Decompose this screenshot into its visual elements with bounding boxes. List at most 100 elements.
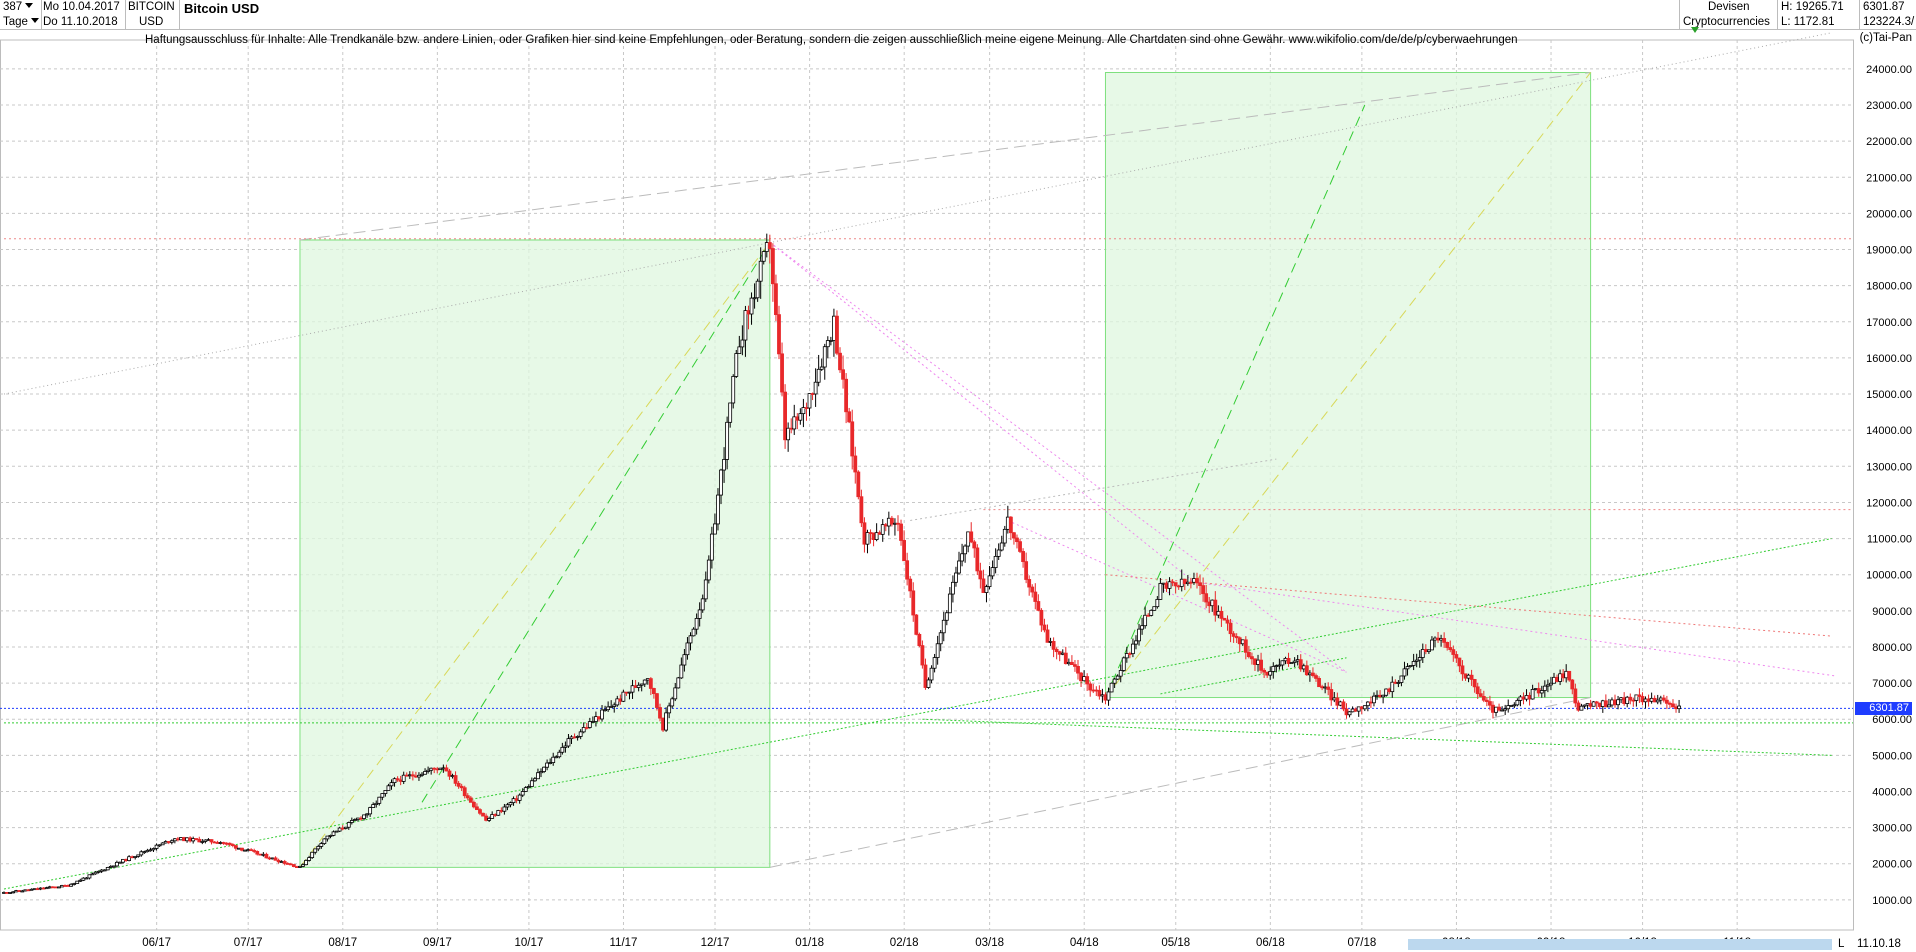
candle-body <box>465 795 470 799</box>
candle-body <box>609 706 614 708</box>
candle-body <box>606 706 611 711</box>
header-title-cell: Bitcoin USD <box>180 0 1680 30</box>
candle-body <box>1454 654 1459 659</box>
date-from[interactable]: Mo 10.04.2017 <box>43 1 120 13</box>
channel-line <box>299 71 1591 241</box>
candle-body <box>215 842 220 844</box>
candle-body <box>2 892 6 894</box>
candle-body <box>47 886 52 889</box>
candle-body <box>1475 686 1480 695</box>
candle-body <box>600 709 604 720</box>
candle-body <box>1378 694 1382 698</box>
candle-body <box>1356 706 1361 712</box>
candle-body <box>127 856 131 861</box>
candle-body <box>725 421 730 460</box>
candle-body <box>557 751 562 758</box>
candle-body <box>334 830 339 833</box>
candle-body <box>960 553 964 562</box>
candle-body <box>1231 633 1236 637</box>
candle-body <box>847 411 852 423</box>
candle-body <box>1124 653 1129 659</box>
candle-body <box>667 705 672 714</box>
candle-body <box>261 853 266 856</box>
candle-body <box>1210 599 1215 607</box>
x-tick-label: 10/17 <box>515 937 544 949</box>
chevron-down-icon[interactable] <box>30 18 39 23</box>
candle-body <box>722 459 726 471</box>
candle-body <box>346 822 351 828</box>
date-to[interactable]: Do 11.10.2018 <box>43 16 118 28</box>
candle-body <box>438 767 443 771</box>
header-symbol-cell[interactable]: BITCOIN USD <box>126 0 180 30</box>
candle-body <box>429 767 434 771</box>
candle-body <box>1451 649 1456 655</box>
period-select[interactable]: Tage <box>3 16 28 28</box>
candle-body <box>770 248 775 285</box>
chevron-down-icon[interactable] <box>25 3 34 8</box>
candle-body <box>661 717 665 731</box>
candle-body <box>1677 705 1681 710</box>
channel-line <box>910 458 1277 521</box>
candle-body <box>230 844 235 846</box>
y-tick-label: 3000.00 <box>1872 823 1912 835</box>
candle-body <box>1158 583 1163 600</box>
candle-body <box>182 837 186 842</box>
candle-body <box>1616 699 1620 706</box>
time-scrollbar[interactable] <box>1408 939 1832 950</box>
candle-body <box>1237 637 1242 645</box>
candle-body <box>81 877 86 881</box>
candle-body <box>1222 617 1227 621</box>
high-value: H: 19265.71 <box>1781 1 1844 13</box>
candle-body <box>780 353 784 393</box>
candle-body <box>1240 639 1245 645</box>
candle-body <box>981 578 986 593</box>
candle-body <box>1088 683 1093 691</box>
candle-body <box>923 664 928 688</box>
candle-body <box>1262 669 1267 673</box>
candle-body <box>1539 690 1544 694</box>
candle-body <box>1173 582 1178 587</box>
candle-body <box>874 532 879 540</box>
candle-body <box>1304 665 1309 676</box>
candle-body <box>758 260 763 282</box>
scroll-end-button[interactable]: L <box>1838 938 1845 950</box>
candle-body <box>307 857 312 861</box>
candle-body <box>270 857 275 860</box>
candle-body <box>1338 701 1343 706</box>
candle-body <box>1246 651 1251 658</box>
candle-body <box>102 869 107 872</box>
candle-body <box>1414 659 1419 662</box>
candle-body <box>755 280 760 299</box>
candle-body <box>273 857 278 861</box>
candle-body <box>475 806 479 811</box>
candle-body <box>935 643 940 658</box>
candle-body <box>203 839 208 842</box>
candle-body <box>1280 660 1285 666</box>
candle-body <box>1326 686 1331 690</box>
header-date-cell[interactable]: Mo 10.04.2017 Do 11.10.2018 <box>42 0 126 30</box>
x-tick-label: 04/18 <box>1070 937 1099 949</box>
downtrend-line <box>1105 574 1832 637</box>
candle-body <box>832 315 836 341</box>
candle-body <box>1478 693 1483 697</box>
candle-body <box>1283 657 1288 662</box>
candle-body <box>1637 694 1642 697</box>
candle-body <box>166 841 171 843</box>
y-tick-label: 14000.00 <box>1866 425 1912 437</box>
candle-body <box>688 635 693 644</box>
candle-body <box>111 865 116 868</box>
header-count-cell[interactable]: 387 Tage <box>0 0 42 30</box>
candle-body <box>1552 676 1556 684</box>
candle-body <box>1381 694 1386 698</box>
candle-body <box>719 469 723 496</box>
candle-body <box>1112 678 1117 684</box>
candle-body <box>380 793 385 798</box>
candle-body <box>1265 671 1270 676</box>
candle-body <box>737 346 742 354</box>
candle-body <box>209 839 214 843</box>
candle-body <box>328 834 333 837</box>
candle-body <box>8 892 13 894</box>
candle-body <box>1518 696 1523 701</box>
candle-body <box>917 633 922 646</box>
